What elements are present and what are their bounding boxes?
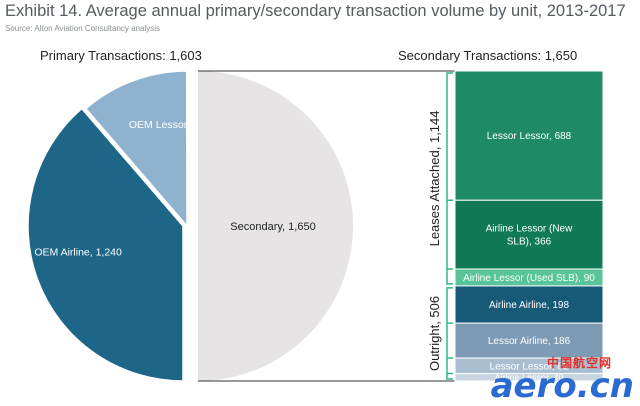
bracket-label-leases-attached: Leases Attached, 1,144 (427, 111, 442, 247)
pie-slice-label: OEM Airline, 1,240 (34, 247, 122, 259)
secondary-half-pie (198, 71, 353, 381)
secondary-transactions-label: Secondary Transactions: 1,650 (398, 48, 578, 63)
bar-segment-label: Airline Lessor, 40 (494, 373, 563, 383)
bar-segment-label: SLB), 366 (507, 237, 552, 248)
bar-segment-lessor-lessor (454, 70, 604, 201)
bar-segment-label: Airline Airline, 198 (489, 300, 569, 311)
bar-segment-label: Airline Lessor (New (486, 224, 573, 235)
bracket-label-outright: Outright, 506 (427, 296, 442, 371)
pie-slice-label: OEM Lessor, 362 (129, 119, 210, 131)
bar-segment-label: Lessor Airline, 186 (488, 336, 571, 347)
bar-segment-airline-lessor (454, 372, 604, 382)
chart-source: Source: Alton Aviation Consultancy analy… (5, 24, 161, 33)
chart-title: Exhibit 14. Average annual primary/secon… (5, 2, 626, 20)
pie-slice-oem-lessor (84, 70, 188, 229)
bar-segment-label: Lessor Lessor, 688 (487, 131, 572, 142)
bracket-leases-attached (446, 72, 453, 285)
bracket-outright (446, 287, 453, 380)
pie-slice-oem-airline (27, 107, 184, 382)
secondary-half-label: Secondary, 1,650 (230, 221, 315, 233)
bar-segment-airline-airline (454, 285, 604, 324)
primary-transactions-label: Primary Transactions: 1,603 (40, 48, 202, 63)
bar-segment-label: Airline Lessor (Used SLB), 90 (463, 273, 595, 284)
bar-segment-lessor-airline (454, 322, 604, 359)
bar-segment-label: Lessor Lessor, 82 (490, 361, 569, 372)
bar-segment-airline-lessor-new-slb (454, 199, 604, 270)
